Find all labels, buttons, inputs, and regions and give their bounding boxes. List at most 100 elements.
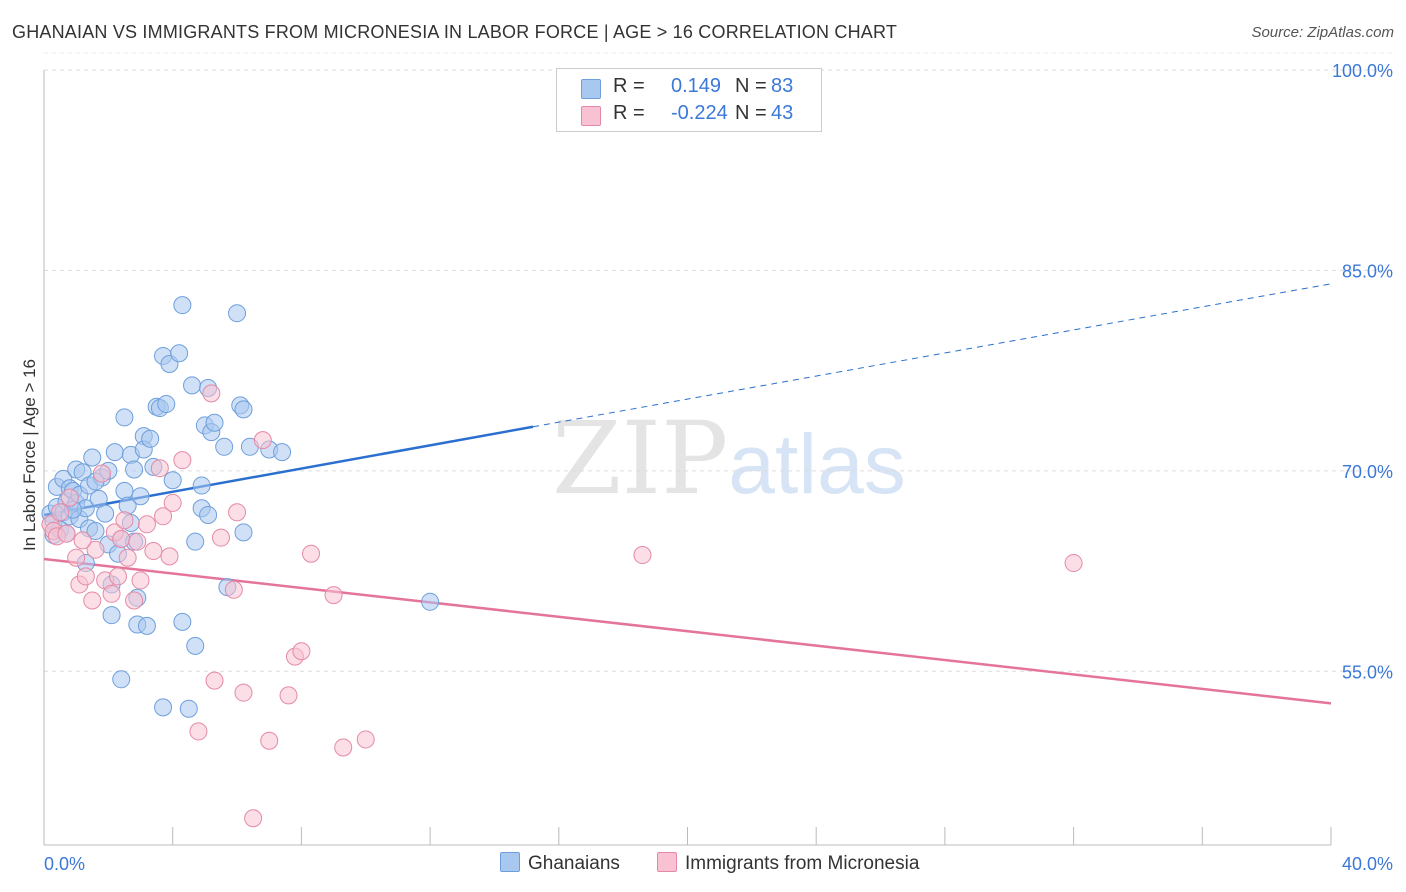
point-micronesia xyxy=(109,567,128,586)
point-micronesia xyxy=(253,431,272,450)
point-ghanaians xyxy=(125,460,144,479)
point-micronesia xyxy=(1064,554,1083,573)
point-ghanaians xyxy=(115,481,134,500)
legend-n-value: 83 xyxy=(771,75,794,97)
point-micronesia xyxy=(102,584,121,603)
point-ghanaians xyxy=(137,616,156,635)
trend-line-micronesia xyxy=(43,557,1332,705)
legend-swatch-micronesia xyxy=(581,106,601,126)
point-micronesia xyxy=(125,591,144,610)
grid-lines xyxy=(44,52,1394,672)
point-ghanaians xyxy=(86,521,105,540)
y-axis-label: In Labor Force | Age > 16 xyxy=(20,358,39,552)
point-micronesia xyxy=(279,686,298,705)
point-micronesia xyxy=(144,542,163,561)
point-ghanaians xyxy=(234,400,253,419)
trend-lines xyxy=(43,283,1332,705)
point-micronesia xyxy=(224,580,243,599)
point-ghanaians xyxy=(170,344,189,363)
point-micronesia xyxy=(131,571,150,590)
point-ghanaians xyxy=(105,443,124,462)
point-micronesia xyxy=(633,546,652,565)
point-micronesia xyxy=(57,524,76,543)
point-micronesia xyxy=(51,503,70,522)
point-micronesia xyxy=(189,722,208,741)
legend-n-label: N = xyxy=(735,75,767,97)
legend-r-label: R = xyxy=(613,75,645,97)
point-micronesia xyxy=(76,567,95,586)
point-micronesia xyxy=(83,591,102,610)
correlation-legend: R = 0.149 N = 83 R = -0.224 N = 43 xyxy=(556,68,822,132)
point-ghanaians xyxy=(234,523,253,542)
point-ghanaians xyxy=(141,429,160,448)
point-micronesia xyxy=(324,586,343,605)
bottom-legend-swatch-micronesia xyxy=(657,852,677,872)
point-ghanaians xyxy=(173,612,192,631)
point-micronesia xyxy=(86,540,105,559)
point-micronesia xyxy=(234,683,253,702)
point-micronesia xyxy=(202,384,221,403)
point-ghanaians xyxy=(157,395,176,414)
point-micronesia xyxy=(173,451,192,470)
point-ghanaians xyxy=(186,532,205,551)
bottom-legend-ghanaians: Ghanaians xyxy=(500,852,620,875)
point-ghanaians xyxy=(102,606,121,625)
data-points xyxy=(41,296,1083,828)
point-ghanaians xyxy=(163,471,182,490)
point-ghanaians xyxy=(112,670,131,689)
point-ghanaians xyxy=(228,304,247,323)
point-ghanaians xyxy=(115,408,134,427)
bottom-legend-label-micronesia: Immigrants from Micronesia xyxy=(685,853,920,874)
y-tick-label: 70.0% xyxy=(1342,462,1393,482)
point-ghanaians xyxy=(179,699,198,718)
trend-line-ghanaians-extension xyxy=(532,283,1332,428)
point-micronesia xyxy=(115,511,134,530)
point-ghanaians xyxy=(96,504,115,523)
x-tick-label-min: 0.0% xyxy=(44,854,85,874)
point-ghanaians xyxy=(154,698,173,717)
point-ghanaians xyxy=(131,487,150,506)
point-ghanaians xyxy=(83,448,102,467)
legend-n-value: 43 xyxy=(771,102,794,124)
point-micronesia xyxy=(137,515,156,534)
legend-r-label: R = xyxy=(613,102,645,124)
y-tick-label: 55.0% xyxy=(1342,662,1393,682)
bottom-legend-label-ghanaians: Ghanaians xyxy=(528,853,620,874)
point-ghanaians xyxy=(421,592,440,611)
point-micronesia xyxy=(118,548,137,567)
x-tick-label-max: 40.0% xyxy=(1342,854,1393,874)
point-micronesia xyxy=(154,507,173,526)
point-micronesia xyxy=(244,809,263,828)
watermark-atlas: atlas xyxy=(728,417,906,511)
point-ghanaians xyxy=(273,443,292,462)
point-micronesia xyxy=(128,532,147,551)
point-ghanaians xyxy=(199,505,218,524)
point-micronesia xyxy=(205,671,224,690)
y-tick-label: 100.0% xyxy=(1332,61,1393,81)
point-micronesia xyxy=(112,530,131,549)
point-ghanaians xyxy=(173,296,192,315)
chart-title: GHANAIAN VS IMMIGRANTS FROM MICRONESIA I… xyxy=(12,22,898,42)
bottom-legend-swatch-ghanaians xyxy=(500,852,520,872)
legend-swatch-ghanaians xyxy=(581,79,601,99)
legend-r-value: 0.149 xyxy=(671,75,722,97)
point-micronesia xyxy=(92,464,111,483)
source-label: Source: ZipAtlas.com xyxy=(1251,24,1394,41)
point-micronesia xyxy=(211,528,230,547)
y-tick-label: 85.0% xyxy=(1342,261,1393,281)
point-micronesia xyxy=(73,531,92,550)
point-micronesia xyxy=(160,547,179,566)
point-micronesia xyxy=(302,544,321,563)
bottom-legend-micronesia: Immigrants from Micronesia xyxy=(657,852,919,875)
point-micronesia xyxy=(334,738,353,757)
point-ghanaians xyxy=(192,476,211,495)
tick-labels: 100.0% 85.0% 70.0% 55.0% 0.0% 40.0% xyxy=(44,61,1393,874)
legend-n-label: N = xyxy=(735,102,767,124)
watermark: ZIPatlas xyxy=(552,400,906,517)
legend-r-value: -0.224 xyxy=(671,102,728,124)
point-micronesia xyxy=(163,493,182,512)
point-micronesia xyxy=(260,731,279,750)
point-micronesia xyxy=(67,548,86,567)
point-ghanaians xyxy=(205,413,224,432)
